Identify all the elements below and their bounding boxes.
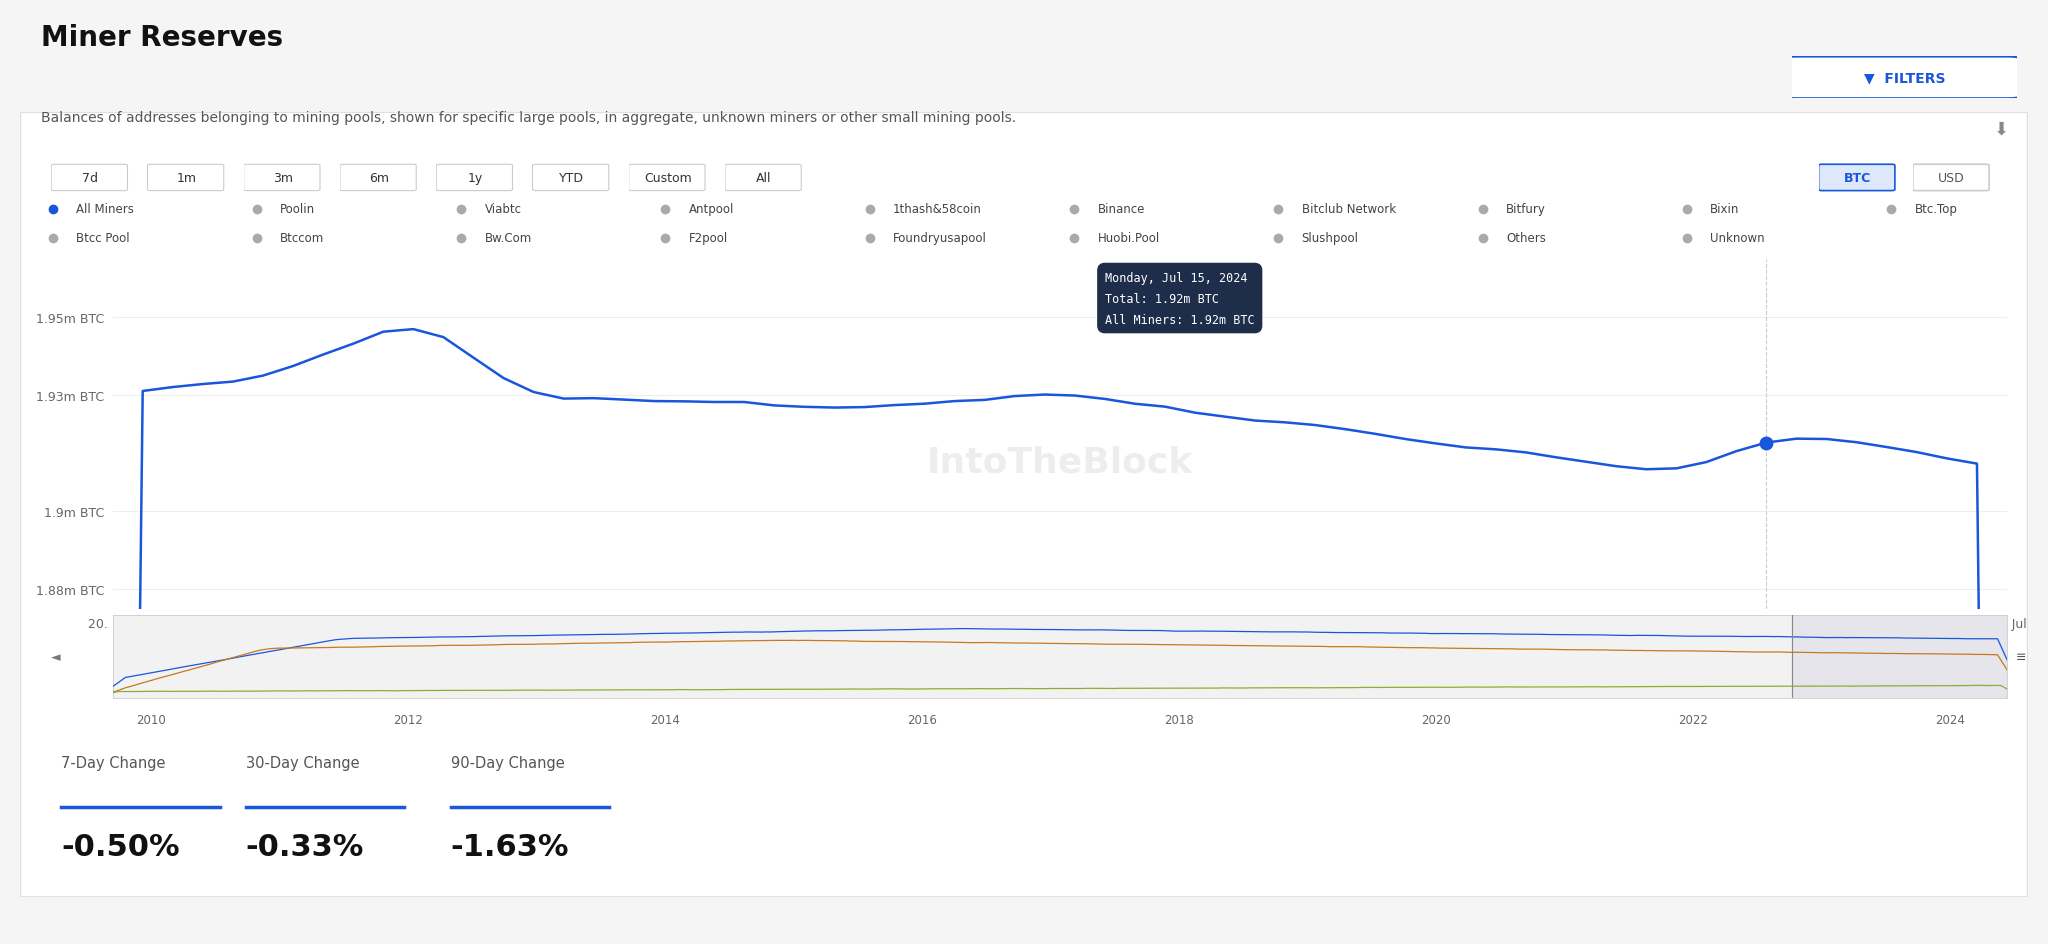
Bar (1792, 615, 2007, 699)
Text: 2016: 2016 (907, 714, 936, 727)
Text: 1y: 1y (467, 172, 483, 184)
Text: 7-Day Change: 7-Day Change (61, 755, 166, 770)
Text: Bw.Com: Bw.Com (485, 232, 532, 245)
FancyBboxPatch shape (244, 165, 319, 192)
FancyBboxPatch shape (436, 165, 512, 192)
Text: Viabtc: Viabtc (485, 203, 522, 216)
Text: -0.50%: -0.50% (61, 833, 180, 862)
Text: Btcc Pool: Btcc Pool (76, 232, 129, 245)
Text: USD: USD (1937, 172, 1966, 184)
Text: 2018: 2018 (1163, 714, 1194, 727)
Text: Bixin: Bixin (1710, 203, 1739, 216)
Text: Others: Others (1505, 232, 1546, 245)
FancyBboxPatch shape (1913, 165, 1989, 192)
Text: ◄: ◄ (51, 650, 61, 664)
Text: 6m: 6m (369, 172, 389, 184)
Text: All: All (756, 172, 772, 184)
Text: ▼  FILTERS: ▼ FILTERS (1864, 71, 1946, 85)
Text: 1thash&58coin: 1thash&58coin (893, 203, 981, 216)
Text: 2020: 2020 (1421, 714, 1450, 727)
Text: Foundryusapool: Foundryusapool (893, 232, 987, 245)
Text: F2pool: F2pool (688, 232, 729, 245)
Text: 2012: 2012 (393, 714, 422, 727)
Text: Huobi.Pool: Huobi.Pool (1098, 232, 1159, 245)
FancyBboxPatch shape (532, 165, 608, 192)
Text: ⬇: ⬇ (1995, 121, 2009, 139)
Text: 2014: 2014 (649, 714, 680, 727)
Text: Slushpool: Slushpool (1303, 232, 1358, 245)
Text: YTD: YTD (559, 172, 584, 184)
Text: Balances of addresses belonging to mining pools, shown for specific large pools,: Balances of addresses belonging to minin… (41, 110, 1016, 125)
Text: ≡: ≡ (2015, 650, 2028, 664)
Text: Monday, Jul 15, 2024
Total: 1.92m BTC
All Miners: 1.92m BTC: Monday, Jul 15, 2024 Total: 1.92m BTC Al… (1106, 271, 1255, 327)
FancyBboxPatch shape (629, 165, 705, 192)
Text: 2024: 2024 (1935, 714, 1966, 727)
Text: 1m: 1m (176, 172, 197, 184)
Text: Bitclub Network: Bitclub Network (1303, 203, 1397, 216)
Text: Unknown: Unknown (1710, 232, 1765, 245)
Text: Antpool: Antpool (688, 203, 735, 216)
Text: Binance: Binance (1098, 203, 1145, 216)
FancyBboxPatch shape (1786, 58, 2019, 99)
Text: Miner Reserves: Miner Reserves (41, 24, 283, 52)
Text: Btc.Top: Btc.Top (1915, 203, 1958, 216)
Text: 2022: 2022 (1677, 714, 1708, 727)
Text: Custom: Custom (643, 172, 692, 184)
FancyBboxPatch shape (340, 165, 416, 192)
FancyBboxPatch shape (20, 113, 2028, 897)
Text: 7d: 7d (82, 172, 98, 184)
Text: 90-Day Change: 90-Day Change (451, 755, 565, 770)
Text: Btccom: Btccom (281, 232, 324, 245)
Text: -0.33%: -0.33% (246, 833, 365, 862)
Text: BTC: BTC (1843, 172, 1872, 184)
FancyBboxPatch shape (1819, 165, 1894, 192)
Text: -1.63%: -1.63% (451, 833, 569, 862)
Text: IntoTheBlock: IntoTheBlock (926, 446, 1194, 480)
FancyBboxPatch shape (147, 165, 223, 192)
Text: 30-Day Change: 30-Day Change (246, 755, 358, 770)
FancyBboxPatch shape (725, 165, 801, 192)
Text: Poolin: Poolin (281, 203, 315, 216)
FancyBboxPatch shape (51, 165, 127, 192)
Text: 3m: 3m (272, 172, 293, 184)
Text: All Miners: All Miners (76, 203, 133, 216)
Text: Bitfury: Bitfury (1505, 203, 1546, 216)
Text: 2010: 2010 (135, 714, 166, 727)
